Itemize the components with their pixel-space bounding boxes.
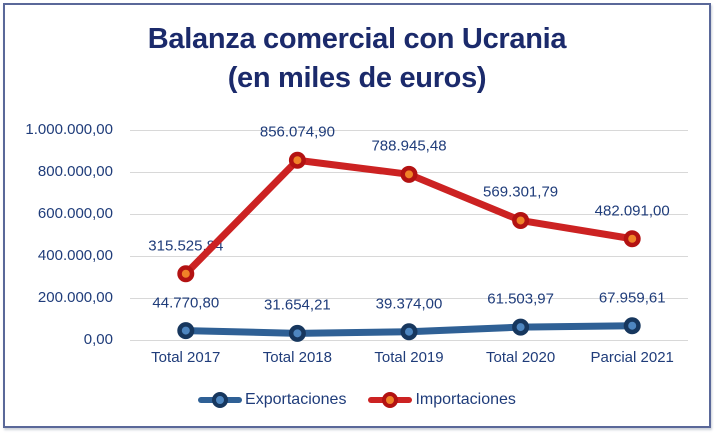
y-tick-label: 800.000,00 [37,163,113,180]
y-tick-label: 0,00 [83,331,113,348]
legend-dot-icon [382,392,399,408]
data-label: 61.503,97 [487,290,554,308]
category-label: Total 2018 [262,349,333,366]
data-point-marker [177,265,195,283]
data-label: 569.301,79 [483,183,559,201]
data-point-marker [288,151,306,169]
chart-border-frame [3,3,711,428]
legend-item-importaciones: Importaciones [368,391,516,409]
category-label: Total 2020 [485,349,556,366]
data-point-marker [623,230,641,248]
chart-title-block: Balanza comercial con Ucrania (en miles … [0,20,714,98]
legend-item-exportaciones: Exportaciones [198,391,346,409]
data-point-marker [400,165,418,183]
chart-title: Balanza comercial con Ucrania [147,23,567,55]
gridline [130,297,688,299]
y-tick-label: 200.000,00 [37,289,113,306]
data-point-marker [512,318,530,336]
gridline [130,255,688,257]
data-label: 856.074,90 [259,123,335,141]
data-label: 67.959,61 [598,289,666,307]
data-point-marker [288,324,306,342]
y-tick-label: 600.000,00 [37,205,113,222]
legend-label: Exportaciones [245,391,347,408]
data-point-marker [623,317,641,335]
gridline [130,129,688,131]
chart-subtitle: (en miles de euros) [227,62,487,94]
data-point-marker [177,322,195,340]
category-label: Total 2017 [151,349,221,366]
legend-line-marker-icon [368,392,413,408]
y-tick-label: 1.000.000,00 [25,121,113,138]
data-label: 31.654,21 [264,296,331,314]
legend-label: Importaciones [415,391,516,408]
category-label: Parcial 2021 [590,349,674,366]
data-label: 44.770,80 [152,294,220,312]
data-label: 788.945,48 [371,137,447,155]
legend-line-marker-icon [198,392,243,408]
data-label: 482.091,00 [594,202,670,220]
gridline [130,213,688,215]
data-point-marker [400,323,418,341]
category-label: Total 2019 [374,349,444,366]
data-label: 39.374,00 [375,295,443,313]
y-tick-label: 400.000,00 [37,247,113,264]
data-point-marker [512,211,530,229]
chart-legend: Exportaciones Importaciones [0,390,714,410]
legend-dot-icon [212,392,229,408]
